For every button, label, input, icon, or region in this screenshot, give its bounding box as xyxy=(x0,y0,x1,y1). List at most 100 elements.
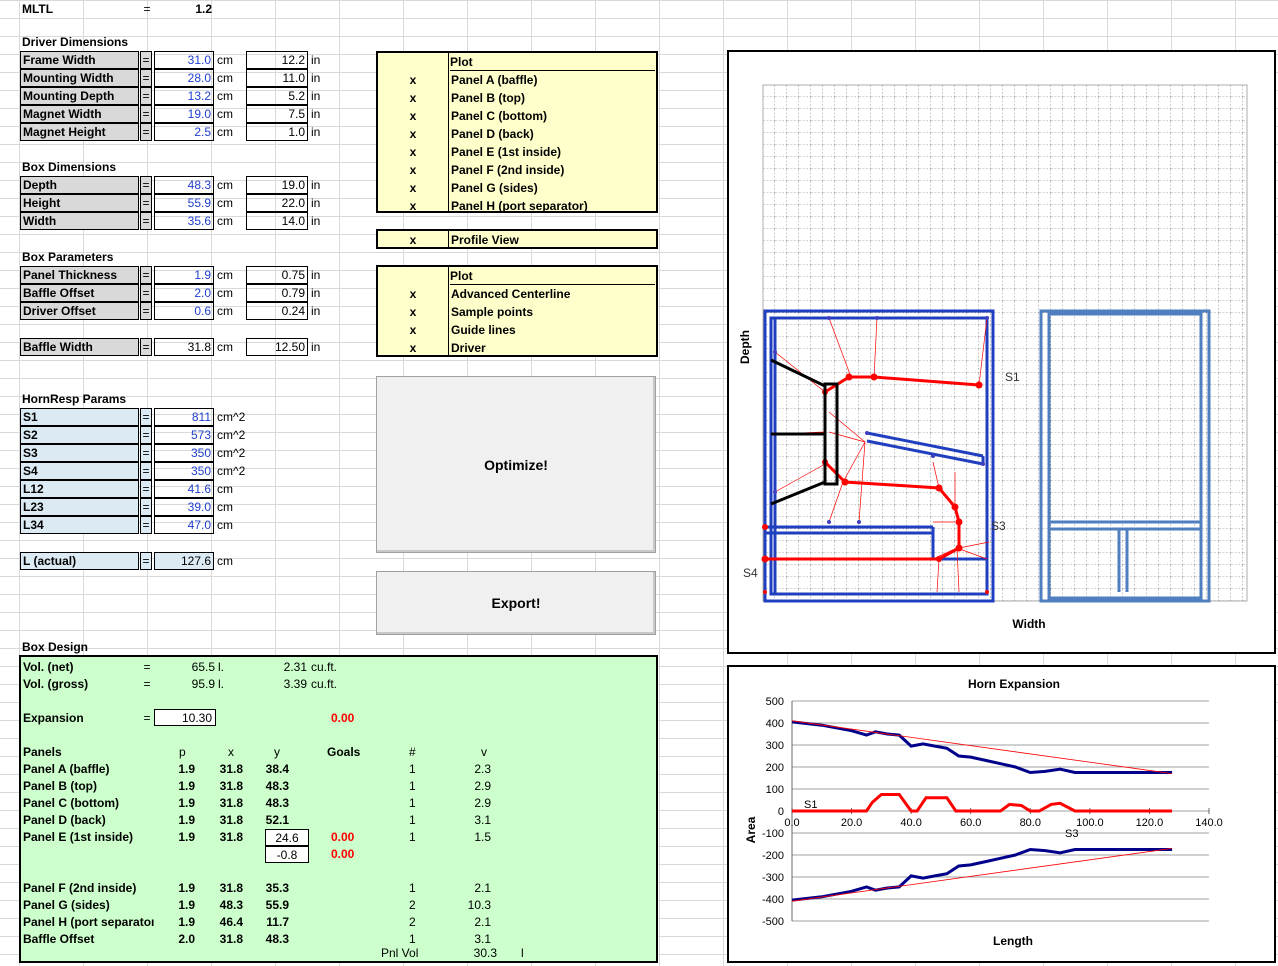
plot-toggle-mark[interactable]: x xyxy=(409,323,417,337)
dim-unit: cm^2 xyxy=(217,428,246,442)
plot-toggle-mark[interactable]: x xyxy=(409,91,417,105)
dim-in-value: 22.0 xyxy=(246,194,308,212)
x-header: x xyxy=(228,745,234,759)
dim-label: L12 xyxy=(20,480,139,498)
panel-x: 48.3 xyxy=(219,898,243,912)
panel-name: Panel H (port separatoı xyxy=(23,915,155,929)
panel-x: 31.8 xyxy=(219,830,243,844)
dim-label: S1 xyxy=(20,408,139,426)
panel-y[interactable]: 24.6 xyxy=(265,829,309,846)
dim-value-input[interactable]: 0.6 xyxy=(154,302,214,320)
dim-value-input[interactable]: 35.6 xyxy=(154,212,214,230)
panel-count: 1 xyxy=(409,779,416,793)
dim-value-input[interactable]: 48.3 xyxy=(154,176,214,194)
x-tick-label: 100.0 xyxy=(1076,817,1104,829)
dim-value-input[interactable]: 13.2 xyxy=(154,87,214,105)
dim-value-input[interactable]: 573 xyxy=(154,426,214,444)
plot-toggle-label: Panel C (bottom) xyxy=(451,109,547,123)
dim-value-input[interactable]: 350 xyxy=(154,444,214,462)
vol-net-l-unit: l. xyxy=(218,660,224,674)
panel-name: Panel D (back) xyxy=(23,813,106,827)
dim-value-input[interactable]: 31.0 xyxy=(154,51,214,69)
dim-in-value: 0.24 xyxy=(246,302,308,320)
baffle-width-in: 12.50 xyxy=(246,338,308,356)
dim-label: Panel Thickness xyxy=(20,266,139,284)
dim-eq: = xyxy=(140,302,152,320)
panel-p: 1.9 xyxy=(178,796,195,810)
dim-label: L34 xyxy=(20,516,139,534)
expansion-input[interactable]: 10.30 xyxy=(154,709,216,726)
plot-toggle-mark[interactable]: x xyxy=(409,127,417,141)
driver-outline xyxy=(770,358,839,506)
profile-view-mark[interactable]: x xyxy=(409,233,417,247)
dim-label: Mounting Depth xyxy=(20,87,139,105)
x-tick-label: 40.0 xyxy=(900,817,921,829)
goals-header: Goals xyxy=(327,745,361,759)
dim-eq: = xyxy=(140,266,152,284)
dim-in-unit: in xyxy=(311,268,321,282)
x-axis-label: Length xyxy=(993,934,1033,948)
dim-label: S2 xyxy=(20,426,139,444)
y-tick-label: -100 xyxy=(762,828,784,840)
dim-in-value: 11.0 xyxy=(246,69,308,87)
dim-value-input[interactable]: 28.0 xyxy=(154,69,214,87)
plot-toggle-mark[interactable]: x xyxy=(409,341,417,355)
plot-toggle-mark[interactable]: x xyxy=(409,109,417,123)
y-tick-label: 0 xyxy=(778,806,784,818)
panel-volume: 2.3 xyxy=(474,762,491,776)
plot-toggle-mark[interactable]: x xyxy=(409,199,417,213)
dim-value-input[interactable]: 47.0 xyxy=(154,516,214,534)
box-design-title: Box Design xyxy=(22,640,89,654)
dim-eq: = xyxy=(140,105,152,123)
dim-value-input[interactable]: 19.0 xyxy=(154,105,214,123)
horn-expansion-svg: Horn Expansion 500 400 300 200 100 0 -100 -200 -3… xyxy=(744,677,1223,948)
y-tick-label: 100 xyxy=(766,784,784,796)
dim-label: Magnet Height xyxy=(20,123,139,141)
panel-y[interactable]: -0.8 xyxy=(265,846,309,863)
box-dimensions-title: Box Dimensions xyxy=(22,160,117,174)
dim-value-input[interactable]: 811 xyxy=(154,408,214,426)
plot-toggle-mark[interactable]: x xyxy=(409,163,417,177)
y-tick-label: -500 xyxy=(762,916,784,928)
dim-eq: = xyxy=(140,123,152,141)
dim-label: S4 xyxy=(20,462,139,480)
box-outline xyxy=(763,309,995,603)
plot-toggle-label: Panel G (sides) xyxy=(451,181,538,195)
box-parameters-title: Box Parameters xyxy=(22,250,114,264)
panel-x: 46.4 xyxy=(219,915,243,929)
plot-toggle-mark[interactable]: x xyxy=(409,287,417,301)
dim-value-input[interactable]: 2.5 xyxy=(154,123,214,141)
panels-header: Panels xyxy=(23,745,62,759)
dim-value-input[interactable]: 1.9 xyxy=(154,266,214,284)
vol-net-l: 65.5 xyxy=(191,660,215,674)
panel-x: 31.8 xyxy=(219,796,243,810)
dim-in-value: 0.75 xyxy=(246,266,308,284)
vol-net-cuft: 2.31 xyxy=(283,660,307,674)
dim-in-unit: in xyxy=(311,125,321,139)
plot-toggle-mark[interactable]: x xyxy=(409,145,417,159)
vol-gross-l: 95.9 xyxy=(191,677,215,691)
mltl-value[interactable]: 1.2 xyxy=(195,2,212,16)
dim-unit: cm xyxy=(217,53,233,67)
plot-toggle-label: Sample points xyxy=(451,305,534,319)
export-button[interactable]: Export! xyxy=(376,571,656,635)
plot-toggle-label: Guide lines xyxy=(451,323,516,337)
mltl-eq: = xyxy=(143,2,151,16)
plot-toggle-mark[interactable]: x xyxy=(409,73,417,87)
series-line xyxy=(791,720,1173,774)
dim-value-input[interactable]: 39.0 xyxy=(154,498,214,516)
panel-volume: 1.5 xyxy=(474,830,491,844)
plot-toggle-mark[interactable]: x xyxy=(409,181,417,195)
dim-eq: = xyxy=(140,480,152,498)
panel-name: Panel A (baffle) xyxy=(23,762,110,776)
dim-value-input[interactable]: 41.6 xyxy=(154,480,214,498)
plot-toggle-mark[interactable]: x xyxy=(409,305,417,319)
dim-value-input[interactable]: 350 xyxy=(154,462,214,480)
panel-y: 35.3 xyxy=(265,881,289,895)
dim-in-value: 12.2 xyxy=(246,51,308,69)
chart-title: Horn Expansion xyxy=(968,677,1060,691)
optimize-button[interactable]: Optimize! xyxy=(376,376,656,553)
dim-value-input[interactable]: 55.9 xyxy=(154,194,214,212)
dim-eq: = xyxy=(140,51,152,69)
dim-value-input[interactable]: 2.0 xyxy=(154,284,214,302)
